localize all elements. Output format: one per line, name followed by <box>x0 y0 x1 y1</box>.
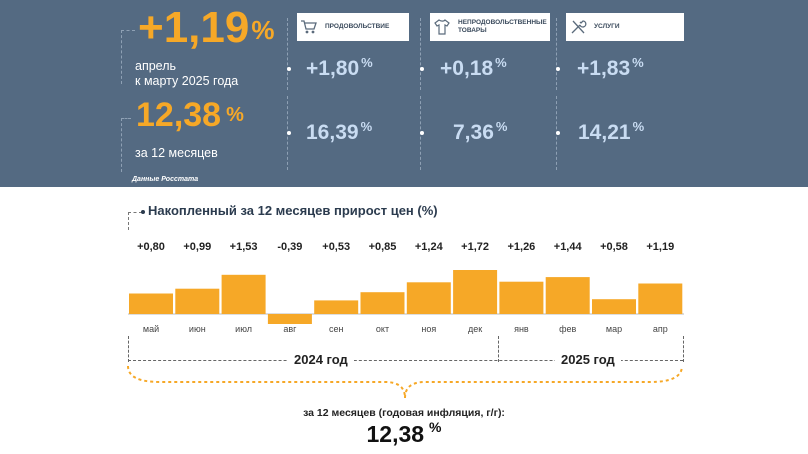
title-bracket <box>128 212 129 230</box>
column-divider <box>287 18 288 90</box>
total-value: 12,38% <box>366 419 442 447</box>
curly-brace <box>127 365 683 399</box>
bar-value-label: +1,44 <box>553 241 582 253</box>
source-note: Данные Росстата <box>132 176 199 183</box>
bar-окт <box>360 292 405 314</box>
column-divider <box>420 18 421 90</box>
bullet-dot <box>556 131 560 135</box>
month-tick-label: май <box>142 324 160 334</box>
column-divider <box>556 18 557 90</box>
month-tick-label: янв <box>514 324 529 334</box>
month-tick-label: сен <box>328 324 344 334</box>
category-food: ПРОДОВОЛЬСТВИЕ <box>297 13 409 41</box>
month-tick-label: фев <box>559 324 577 334</box>
year-label-2025: 2025 год <box>555 352 621 367</box>
bar-value-label: -0,39 <box>277 241 303 253</box>
month-tick-label: ноя <box>421 324 437 334</box>
month-tick-label: окт <box>375 324 390 334</box>
annual-caption: за 12 месяцев <box>135 146 218 160</box>
bar-дек <box>453 270 498 314</box>
bullet-dot <box>420 67 424 71</box>
category-label: ПРОДОВОЛЬСТВИЕ <box>325 23 390 30</box>
bar-value-label: +1,19 <box>646 241 675 253</box>
frame-line <box>121 118 131 119</box>
category-nonfood: НЕПРОДОВОЛЬСТВЕННЫЕ ТОВАРЫ <box>430 13 550 41</box>
bar-value-label: +1,26 <box>507 241 536 253</box>
month-tick-label: мар <box>605 324 623 334</box>
bar-янв <box>499 281 544 314</box>
bar-апр <box>638 283 683 314</box>
bar-сен <box>314 300 359 314</box>
frame-line <box>121 30 135 31</box>
year-bracket <box>683 336 684 362</box>
services-monthly-value: +1,83% <box>577 55 644 80</box>
bar-фев <box>545 277 590 314</box>
month-tick-label: дек <box>467 324 483 334</box>
year-bracket <box>128 360 683 361</box>
bar-value-label: +1,24 <box>414 241 443 253</box>
month-tick-label: авг <box>283 324 297 334</box>
bar-июл <box>221 274 266 314</box>
food-annual-value: 16,39% <box>306 119 373 144</box>
category-label: УСЛУГИ <box>594 23 620 30</box>
bullet-dot <box>287 131 291 135</box>
bar-value-label: +1,72 <box>461 241 490 253</box>
bar-value-label: +0,58 <box>600 241 628 253</box>
bullet-dot <box>420 131 424 135</box>
category-services: УСЛУГИ <box>566 13 684 41</box>
bar-мар <box>592 299 636 314</box>
monthly-caption: апрель к марту 2025 года <box>135 59 239 88</box>
title-dot <box>141 210 145 214</box>
year-label-2024: 2024 год <box>288 352 354 367</box>
bar-июн <box>175 288 220 314</box>
services-annual-value: 14,21% <box>578 119 645 144</box>
shirt-icon <box>430 15 454 39</box>
nonfood-monthly-value: +0,18% <box>440 55 507 80</box>
bar-value-label: +0,80 <box>137 241 165 253</box>
frame-line <box>121 30 122 84</box>
bar-авг <box>267 314 312 324</box>
month-tick-label: апр <box>652 324 668 334</box>
nonfood-annual-value: 7,36% <box>453 119 508 144</box>
annual-inflation-value: 12,38% <box>136 96 244 134</box>
bar-май <box>129 293 173 314</box>
bar-ноя <box>406 282 451 314</box>
category-label: НЕПРОДОВОЛЬСТВЕННЫЕ ТОВАРЫ <box>458 19 547 34</box>
month-tick-label: июн <box>188 324 206 334</box>
year-bracket <box>128 336 129 362</box>
bullet-dot <box>556 67 560 71</box>
chart-title: Накопленный за 12 месяцев прирост цен (%… <box>148 203 438 218</box>
bullet-dot <box>287 67 291 71</box>
bar-value-label: +1,53 <box>229 241 258 253</box>
bar-value-label: +0,99 <box>183 241 212 253</box>
bar-value-label: +0,53 <box>322 241 351 253</box>
food-monthly-value: +1,80% <box>306 55 373 80</box>
frame-line <box>121 118 122 172</box>
year-bracket <box>498 336 499 362</box>
monthly-inflation-value: +1,19% <box>138 3 275 52</box>
total-caption: за 12 месяцев (годовая инфляция, г/г): <box>303 407 505 419</box>
month-tick-label: июл <box>235 324 253 334</box>
shopping-cart-icon <box>297 15 321 39</box>
bar-value-label: +0,85 <box>368 241 397 253</box>
tools-icon <box>566 15 590 39</box>
title-bracket <box>128 212 142 213</box>
summary-panel: +1,19% апрель к марту 2025 года 12,38% з… <box>0 0 808 187</box>
